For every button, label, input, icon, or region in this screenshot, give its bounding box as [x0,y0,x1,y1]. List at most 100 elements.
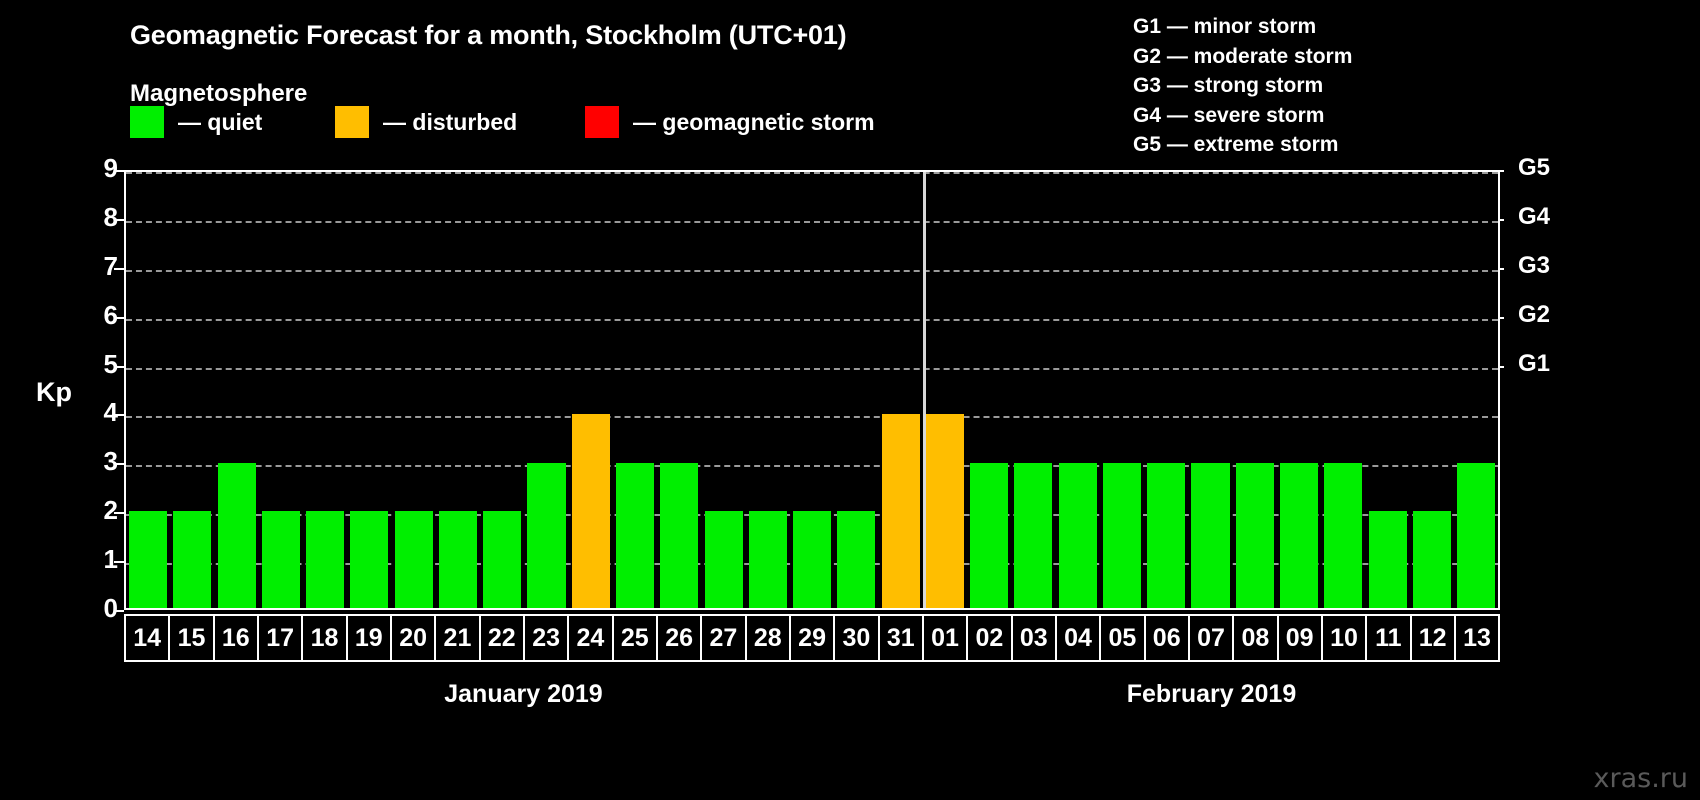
g-scale-legend-line-2: G2 — moderate storm [1133,44,1353,68]
legend-label-quiet: — quiet [178,108,263,135]
g-scale-legend: G1 — minor storm G2 — moderate storm G3 — … [1133,12,1352,160]
legend-item-quiet: — quiet [130,106,262,138]
bar-slot [967,172,1011,608]
bar-slot [392,172,436,608]
bar-31-kp-4 [881,414,920,608]
y-tick-label-6: 6 [103,299,118,330]
y-tick-label-7: 7 [103,250,118,281]
bar-slot [1321,172,1365,608]
date-label-22: 22 [481,616,525,660]
bar-slot [923,172,967,608]
legend-swatch-quiet [130,106,164,138]
bar-23-kp-3 [527,462,566,608]
bar-10-kp-3 [1324,462,1363,608]
bar-20-kp-2 [394,511,433,608]
date-label-25: 25 [614,616,658,660]
g-scale-legend-line-1: G1 — minor storm [1133,15,1317,38]
bar-08-kp-3 [1235,462,1274,608]
date-label-03: 03 [1013,616,1057,660]
bar-16-kp-3 [217,462,256,608]
bar-slot [1454,172,1498,608]
bar-13-kp-3 [1457,462,1496,608]
date-label-16: 16 [215,616,259,660]
y-tick-mark-4 [114,414,124,417]
bar-slot [613,172,657,608]
date-label-30: 30 [835,616,880,660]
legend-item-disturbed: — disturbed [335,106,517,138]
bar-03-kp-3 [1014,462,1053,608]
watermark: xras.ru [1593,763,1689,794]
bar-17-kp-2 [261,511,300,608]
date-label-14: 14 [126,616,171,660]
g-tick-label-g3: G3 [1518,251,1551,279]
bar-slot [834,172,878,608]
g-tick-label-g2: G2 [1518,300,1551,328]
bar-29-kp-2 [793,511,832,608]
date-label-15: 15 [170,616,215,660]
bar-slot [303,172,347,608]
y-tick-label-2: 2 [103,495,118,526]
bar-18-kp-2 [306,511,345,608]
gridline-kp-4 [126,416,1498,419]
bar-slot [1144,172,1188,608]
bar-04-kp-3 [1058,462,1097,608]
bar-12-kp-2 [1412,511,1451,608]
gridline-kp-3 [126,465,1498,468]
g-scale-legend-line-5: G5 — extreme storm [1133,133,1339,156]
bar-07-kp-3 [1191,462,1230,608]
date-label-02: 02 [968,616,1013,660]
g-scale-legend-line-3: G3 — strong storm [1133,74,1324,97]
bar-slot [879,172,923,608]
date-label-01: 01 [924,616,969,660]
plot-area [124,170,1500,610]
month-caption-january: January 2019 [444,680,603,708]
bar-09-kp-3 [1280,462,1319,608]
bar-14-kp-2 [129,511,168,608]
date-label-08: 08 [1234,616,1279,660]
date-label-31: 31 [880,616,924,660]
date-label-24: 24 [569,616,614,660]
magnetosphere-label: Magnetosphere [130,80,308,107]
date-label-13: 13 [1463,623,1491,652]
bar-22-kp-2 [483,511,522,608]
date-label-12: 12 [1412,616,1456,660]
month-caption-february: February 2019 [1126,680,1297,708]
y-tick-mark-5 [114,365,124,368]
gridline-kp-5 [126,367,1498,370]
bar-slot [1365,172,1409,608]
y-tick-label-4: 4 [103,397,118,428]
gridline-kp-8 [126,220,1498,223]
y-tick-mark-1 [114,561,124,564]
date-label-04: 04 [1057,616,1102,660]
bars-layer [126,172,1498,608]
bar-slot [436,172,480,608]
bar-slot [259,172,303,608]
y-tick-label-8: 8 [103,201,118,232]
gridline-kp-9 [126,172,1498,174]
bar-26-kp-3 [660,462,699,608]
bar-11-kp-2 [1368,511,1407,608]
y-axis-kp: 9 8 7 6 5 4 3 2 1 0 [72,153,118,623]
bar-21-kp-2 [438,511,478,608]
legend-swatch-disturbed [335,106,369,138]
bar-24-kp-4 [571,414,610,608]
bar-slot [215,172,259,608]
bar-slot [170,172,214,608]
date-label-11: 11 [1367,616,1412,660]
y-tick-mark-3 [114,463,124,466]
y-tick-label-0: 0 [103,593,118,623]
bar-slot [790,172,834,608]
date-label-17: 17 [259,616,304,660]
legend-label-disturbed: — disturbed [383,108,518,135]
date-label-06: 06 [1146,616,1190,660]
bar-02-kp-3 [970,462,1009,608]
g-scale-legend-line-4: G4 — severe storm [1133,103,1325,127]
date-label-05: 05 [1101,616,1146,660]
bar-30-kp-2 [837,511,876,608]
y-tick-label-9: 9 [103,153,118,183]
y-tick-mark-2 [114,512,124,515]
y-tick-mark-7 [114,267,124,270]
bar-01-kp-4 [925,414,964,608]
g-tick-label-g4: G4 [1518,202,1551,230]
